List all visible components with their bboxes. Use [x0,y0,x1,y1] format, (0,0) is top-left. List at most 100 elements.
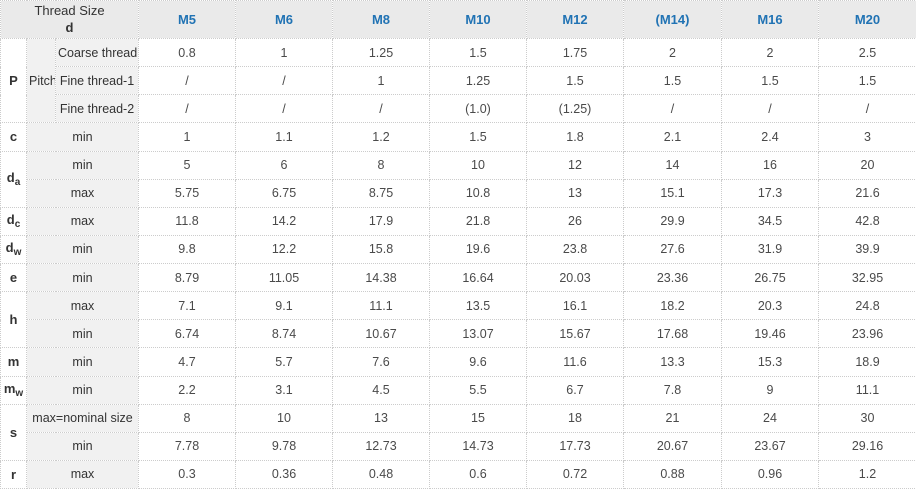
table-cell: / [721,94,819,124]
table-cell: 21.8 [429,206,527,236]
table-cell: 5 [138,150,236,180]
row-symbol-dw: dw [0,234,27,265]
table-cell: / [138,66,236,96]
table-cell: 1.5 [721,66,819,96]
table-cell: 1.5 [429,122,527,152]
table-cell: 2 [721,37,819,68]
row-label: max [26,206,139,236]
table-cell: / [623,94,722,124]
table-cell: 14.38 [332,262,430,293]
table-row-h-min: min 6.74 8.74 10.67 13.07 15.67 17.68 19… [1,319,916,349]
table-cell: 42.8 [818,206,916,236]
table-cell: 13.3 [623,347,722,377]
table-cell: 0.6 [429,459,527,489]
column-header-m5: M5 [138,0,236,39]
table-cell: 20 [818,150,916,180]
table-row-pitch-fine1: Fine thread-1 / / 1 1.25 1.5 1.5 1.5 1.5 [1,66,916,96]
table-cell: 1 [138,122,236,152]
table-cell: 20.03 [526,262,624,293]
table-cell: 30 [818,403,916,433]
table-cell: 0.88 [623,459,722,489]
table-cell: 12 [526,150,624,180]
table-row-dc-max: dc max 11.8 14.2 17.9 21.8 26 29.9 34.5 … [0,206,916,236]
row-symbol-e: e [0,262,27,293]
table-cell: 0.3 [138,459,236,489]
table-cell: 39.9 [818,234,916,265]
table-cell: 4.5 [332,375,430,405]
table-cell: 19.46 [721,319,819,349]
table-cell: / [235,94,333,124]
row-symbol-m: m [0,347,27,377]
row-label: Fine thread-1 [55,66,139,96]
table-cell: 20.67 [623,431,722,461]
row-label: Coarse thread [55,37,139,68]
column-header-m20: M20 [818,0,916,39]
table-cell: 1.8 [526,122,624,152]
table-cell: 15.8 [332,234,430,265]
table-cell: 1.75 [526,37,624,68]
table-cell: 9 [721,375,819,405]
table-cell: 6 [235,150,333,180]
corner-header-thread-size: Thread Size d [0,0,139,39]
table-row-s-min: min 7.78 9.78 12.73 14.73 17.73 20.67 23… [1,431,916,461]
row-symbol-c: c [0,122,27,152]
table-cell: 7.78 [138,431,236,461]
table-row-c-min: c min 1 1.1 1.2 1.5 1.8 2.1 2.4 3 [0,122,916,152]
table-cell: 18.9 [818,347,916,377]
table-cell: 8 [138,403,236,433]
table-row-e-min: e min 8.79 11.05 14.38 16.64 20.03 23.36… [0,262,916,293]
row-label: max [26,459,139,489]
table-cell: 23.67 [721,431,819,461]
table-cell: 9.6 [429,347,527,377]
table-cell: 14.2 [235,206,333,236]
table-cell: 2 [623,37,722,68]
column-header-m8: M8 [332,0,430,39]
column-header-m10: M10 [429,0,527,39]
row-label: min [26,431,139,461]
table-cell: 0.8 [138,37,236,68]
table-cell: 2.2 [138,375,236,405]
table-cell: 16 [721,150,819,180]
table-cell: (1.25) [526,94,624,124]
table-cell: 9.78 [235,431,333,461]
table-cell: 1.25 [332,37,430,68]
table-cell: 10.67 [332,319,430,349]
table-cell: 1.5 [818,66,916,96]
table-cell: 1.25 [429,66,527,96]
table-cell: 18 [526,403,624,433]
table-cell: 24.8 [818,291,916,321]
table-cell: 0.48 [332,459,430,489]
table-cell: 10 [429,150,527,180]
table-cell: 11.8 [138,206,236,236]
table-cell: 21.6 [818,178,916,208]
table-cell: 29.16 [818,431,916,461]
table-cell: 32.95 [818,262,916,293]
row-symbol-da: da [0,150,27,208]
table-cell: 14 [623,150,722,180]
table-cell: 6.7 [526,375,624,405]
row-symbol-p: P [0,37,27,124]
table-cell: 8.75 [332,178,430,208]
table-cell: 1.5 [623,66,722,96]
table-cell: 18.2 [623,291,722,321]
table-row-dw-min: dw min 9.8 12.2 15.8 19.6 23.8 27.6 31.9… [0,234,916,265]
table-cell: 8.74 [235,319,333,349]
table-cell: 17.68 [623,319,722,349]
table-cell: 10.8 [429,178,527,208]
table-cell: 2.5 [818,37,916,68]
row-label: max [26,291,139,321]
table-cell: 5.75 [138,178,236,208]
table-cell: 16.64 [429,262,527,293]
table-cell: / [235,66,333,96]
table-cell: 5.5 [429,375,527,405]
table-cell: 0.96 [721,459,819,489]
table-cell: 1.5 [526,66,624,96]
column-header-m14: (M14) [623,0,722,39]
table-cell: 34.5 [721,206,819,236]
table-cell: 1.1 [235,122,333,152]
row-label: min [26,122,139,152]
column-header-m12: M12 [526,0,624,39]
row-label: min [26,150,139,180]
table-row-pitch-fine2: Fine thread-2 / / / (1.0) (1.25) / / / [1,94,916,124]
